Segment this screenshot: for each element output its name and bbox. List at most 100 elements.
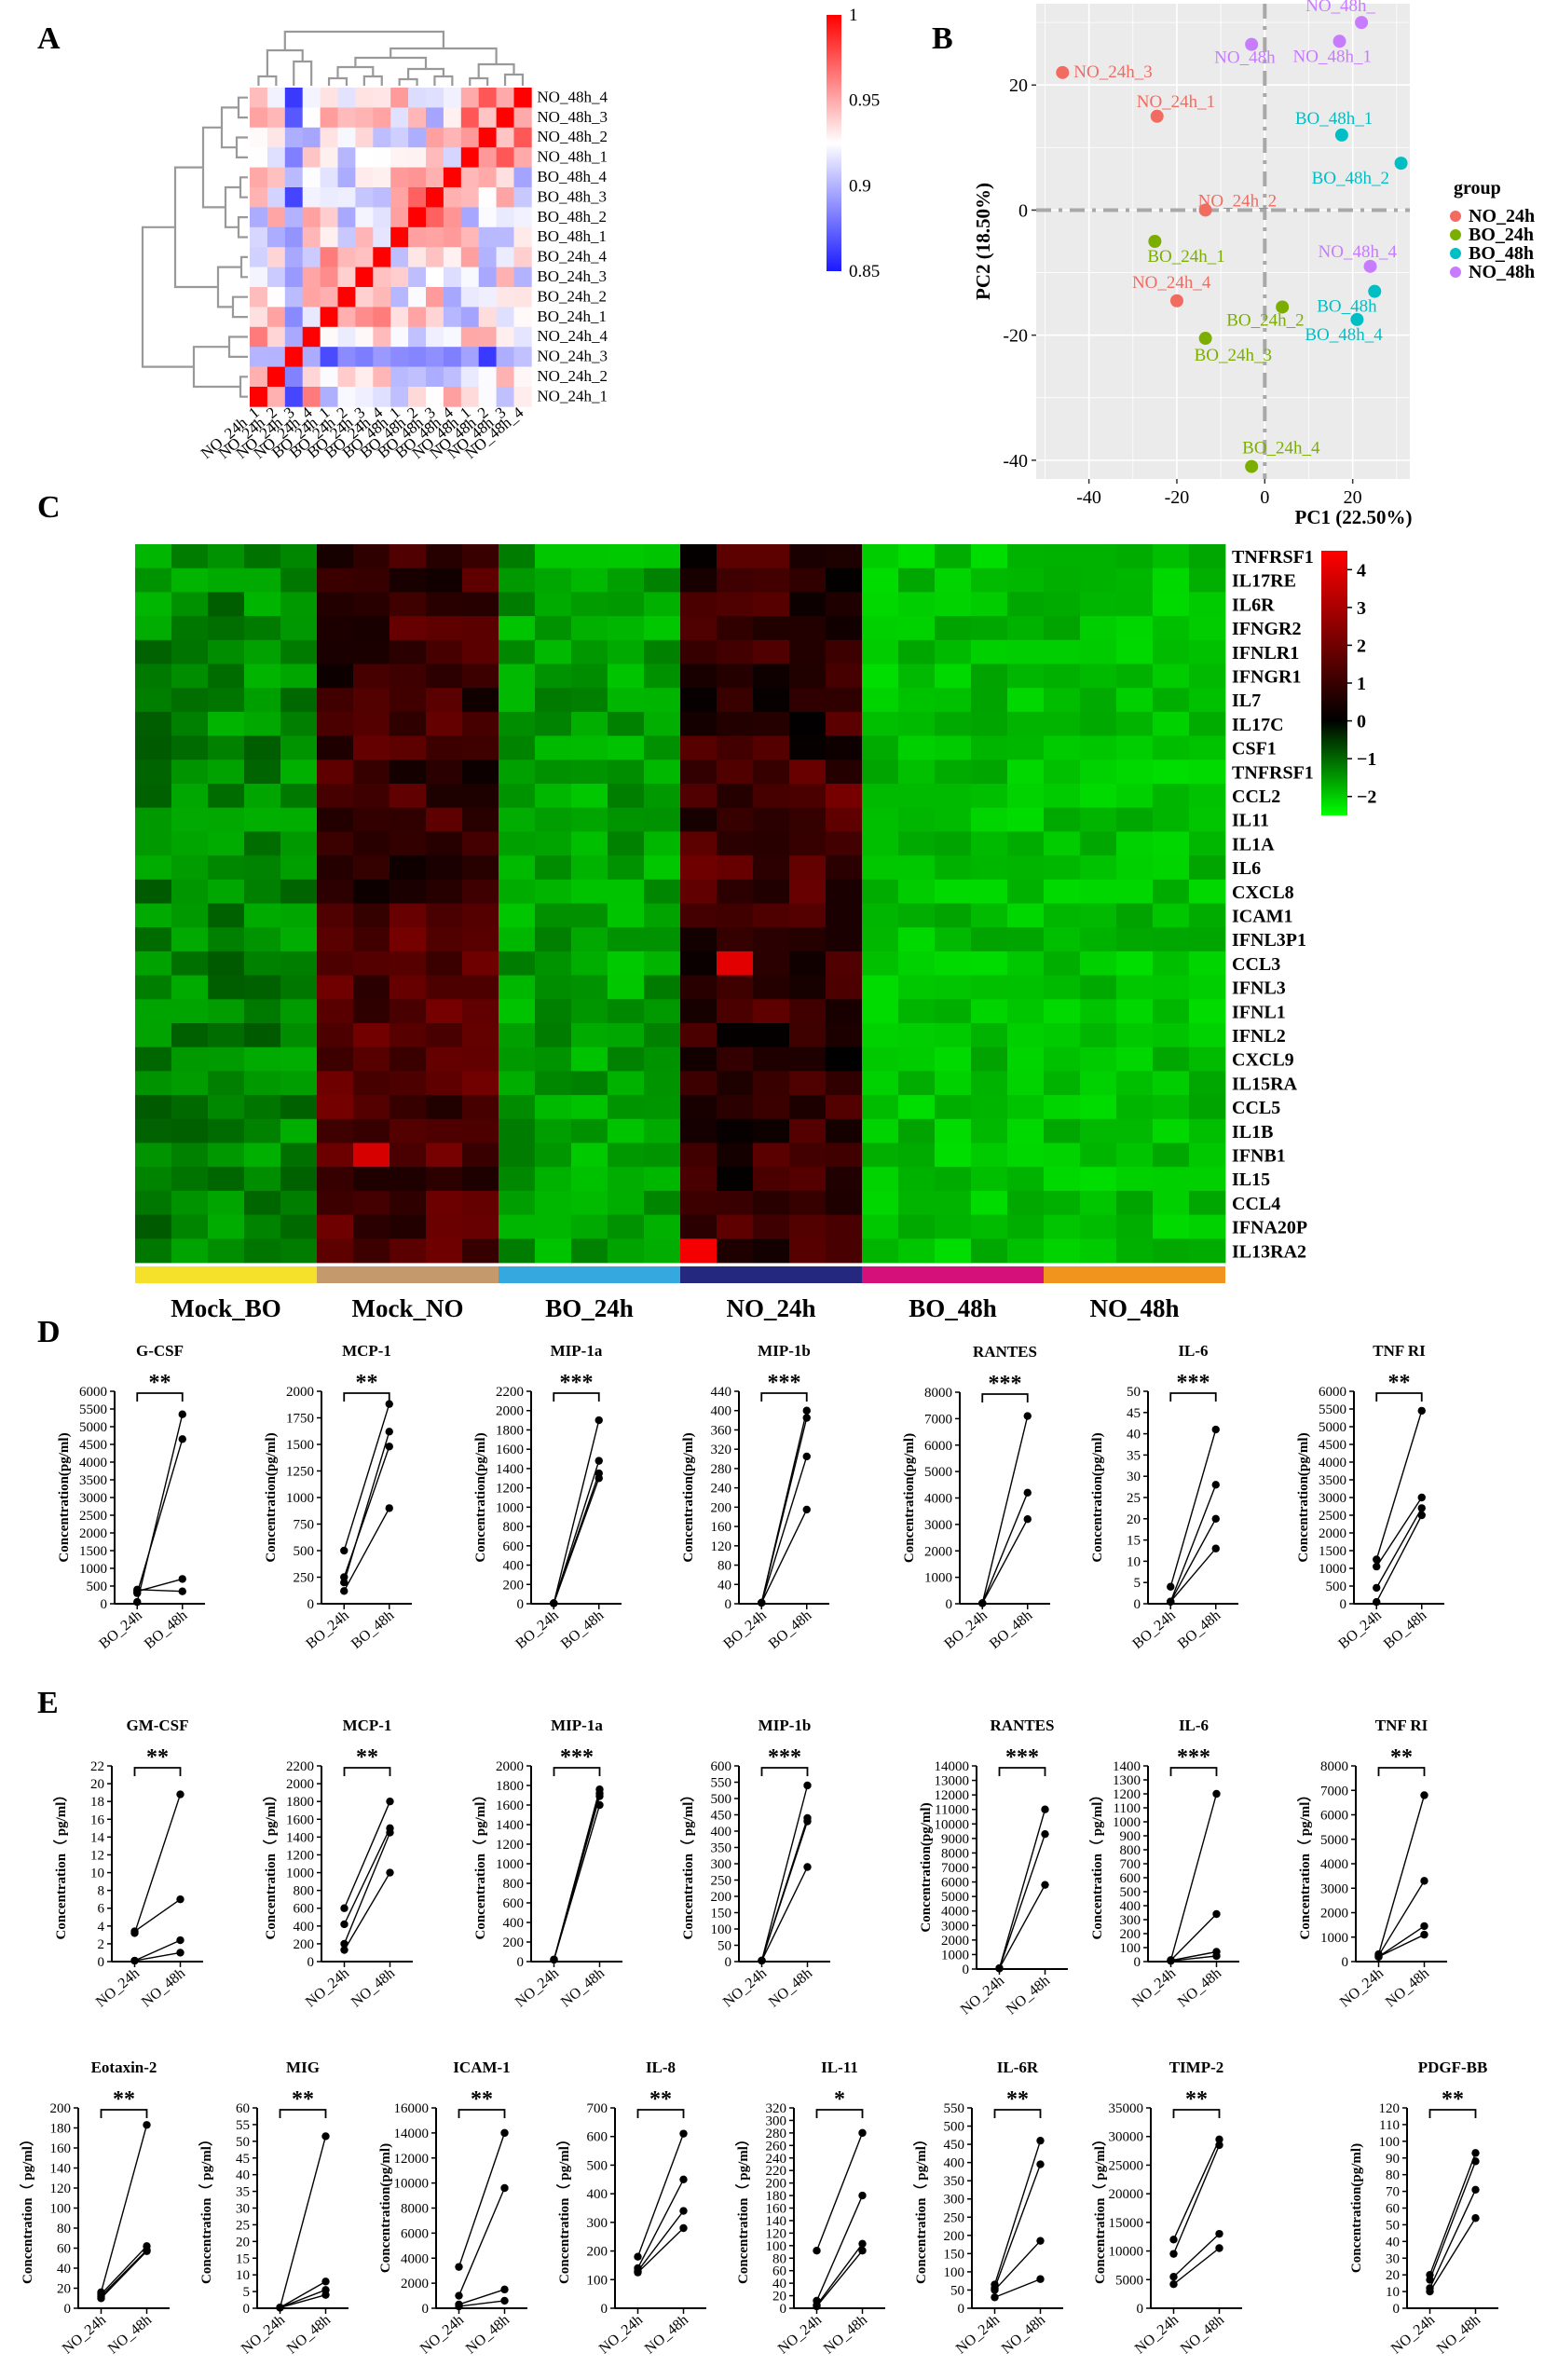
heatmap-cell [460,226,479,248]
x-tick-label: NO_24h [1129,1965,1179,2010]
sig-bracket [458,2109,506,2118]
point [385,1504,393,1512]
point [1036,2160,1045,2168]
point [803,1863,812,1871]
heatmap-cell [826,616,863,641]
heatmap-cell [408,366,427,388]
heatmap-cell [353,879,390,904]
y-axis-label: Concentration（ pg/ml） [912,2132,929,2284]
heatmap-cell [1153,735,1190,760]
heatmap-cell [280,879,318,904]
subplot-title: TIMP-2 [1169,2059,1224,2076]
y-tick-label: 0 [517,1597,525,1612]
heatmap-cell [244,879,281,904]
heatmap-cell [535,1071,572,1096]
point [321,2291,330,2299]
heatmap-cell [426,855,463,881]
heatmap-cell [826,1190,863,1215]
heatmap-cell [717,1167,754,1192]
point [1211,1425,1220,1434]
heatmap-cell [426,784,463,809]
heatmap-cell [862,735,899,760]
heatmap-cell [208,999,245,1024]
heatmap-cell [1044,688,1081,713]
heatmap-cell [935,1118,972,1143]
heatmap-cell [1007,688,1045,713]
y-tick-label: 1000 [941,1948,969,1963]
heatmap-cell [353,831,390,856]
heatmap-cell [717,711,754,736]
heatmap-cell [244,1071,281,1096]
heatmap-cell [496,287,514,308]
heatmap-cell [1189,688,1226,713]
y-tick-label: 15 [1127,1534,1141,1549]
heatmap-cell [1044,1023,1081,1048]
y-tick-label: 40 [57,2262,71,2277]
heatmap-cell [1189,759,1226,785]
heatmap-cell [171,975,209,1000]
heatmap-cell [1007,1046,1045,1072]
pair-line [280,2280,326,2308]
y-tick-label: 20 [236,2235,250,2250]
heatmap-cell [1189,1071,1226,1096]
heatmap-cell [135,688,172,713]
heatmap-cell [1189,711,1226,736]
y-tick-label: 5000 [941,1890,969,1905]
y-tick-label: 750 [294,1518,315,1533]
heatmap-cell [317,1142,354,1168]
heatmap-cell [208,663,245,689]
heatmap-cell [280,1118,318,1143]
pair-line [1173,2247,1220,2285]
heatmap-cell [171,568,209,593]
y-tick-label: 0 [101,1597,108,1612]
y-axis-label: Concentration(pg/ml) [57,1432,72,1562]
heatmap-cell [460,88,479,108]
heatmap-cell [789,1023,827,1048]
heatmap-cell [280,1071,318,1096]
heatmap-cell [208,592,245,617]
point [455,2291,463,2300]
point [97,2294,105,2303]
pair-line [1375,1508,1423,1589]
heatmap-cell [496,147,514,168]
heatmap-cell [353,1167,390,1192]
colorbar-tick: 1 [849,6,858,25]
dendro-link [362,75,383,86]
heatmap-cell [244,1142,281,1168]
y-tick-label: 11000 [935,1803,969,1818]
heatmap-cell [426,347,444,367]
heatmap-cell [826,807,863,832]
heatmap-cell [390,1046,427,1072]
pair-line [553,1460,600,1604]
point [595,1800,604,1810]
panel-a-heatmap: NO_48h_4NO_48h_3NO_48h_2NO_48h_1BO_48h_4… [141,6,880,462]
y-tick-label: 500 [711,1792,732,1807]
row-dendrogram [141,96,248,398]
colorbar-tick: 4 [1357,560,1366,581]
heatmap-cell [478,267,497,288]
gene-label: IL1A [1232,834,1275,855]
y-tick-label: 1000 [1113,1815,1141,1830]
heatmap-cell [753,1167,790,1192]
heatmap-cell [460,347,479,367]
y-tick-label: 440 [711,1385,732,1400]
heatmap-cell [443,147,462,168]
y-tick-label: 1000 [286,1491,314,1506]
y-tick-label: 35 [236,2185,250,2200]
heatmap-cell [355,347,374,367]
heatmap-cell [717,1046,754,1072]
point [1023,1412,1032,1420]
heatmap-cell [266,226,286,248]
heatmap-cell [1044,903,1081,928]
heatmap-cell [1153,1023,1190,1048]
heatmap-cell [898,1214,936,1239]
heatmap-cell [355,187,374,208]
heatmap-cell [244,1023,281,1048]
point [679,2129,688,2138]
heatmap-cell [571,616,608,641]
heatmap-cell [644,999,681,1024]
heatmap-cell [1153,1046,1190,1072]
heatmap-cell [680,1046,718,1072]
heatmap-cell [426,1023,463,1048]
